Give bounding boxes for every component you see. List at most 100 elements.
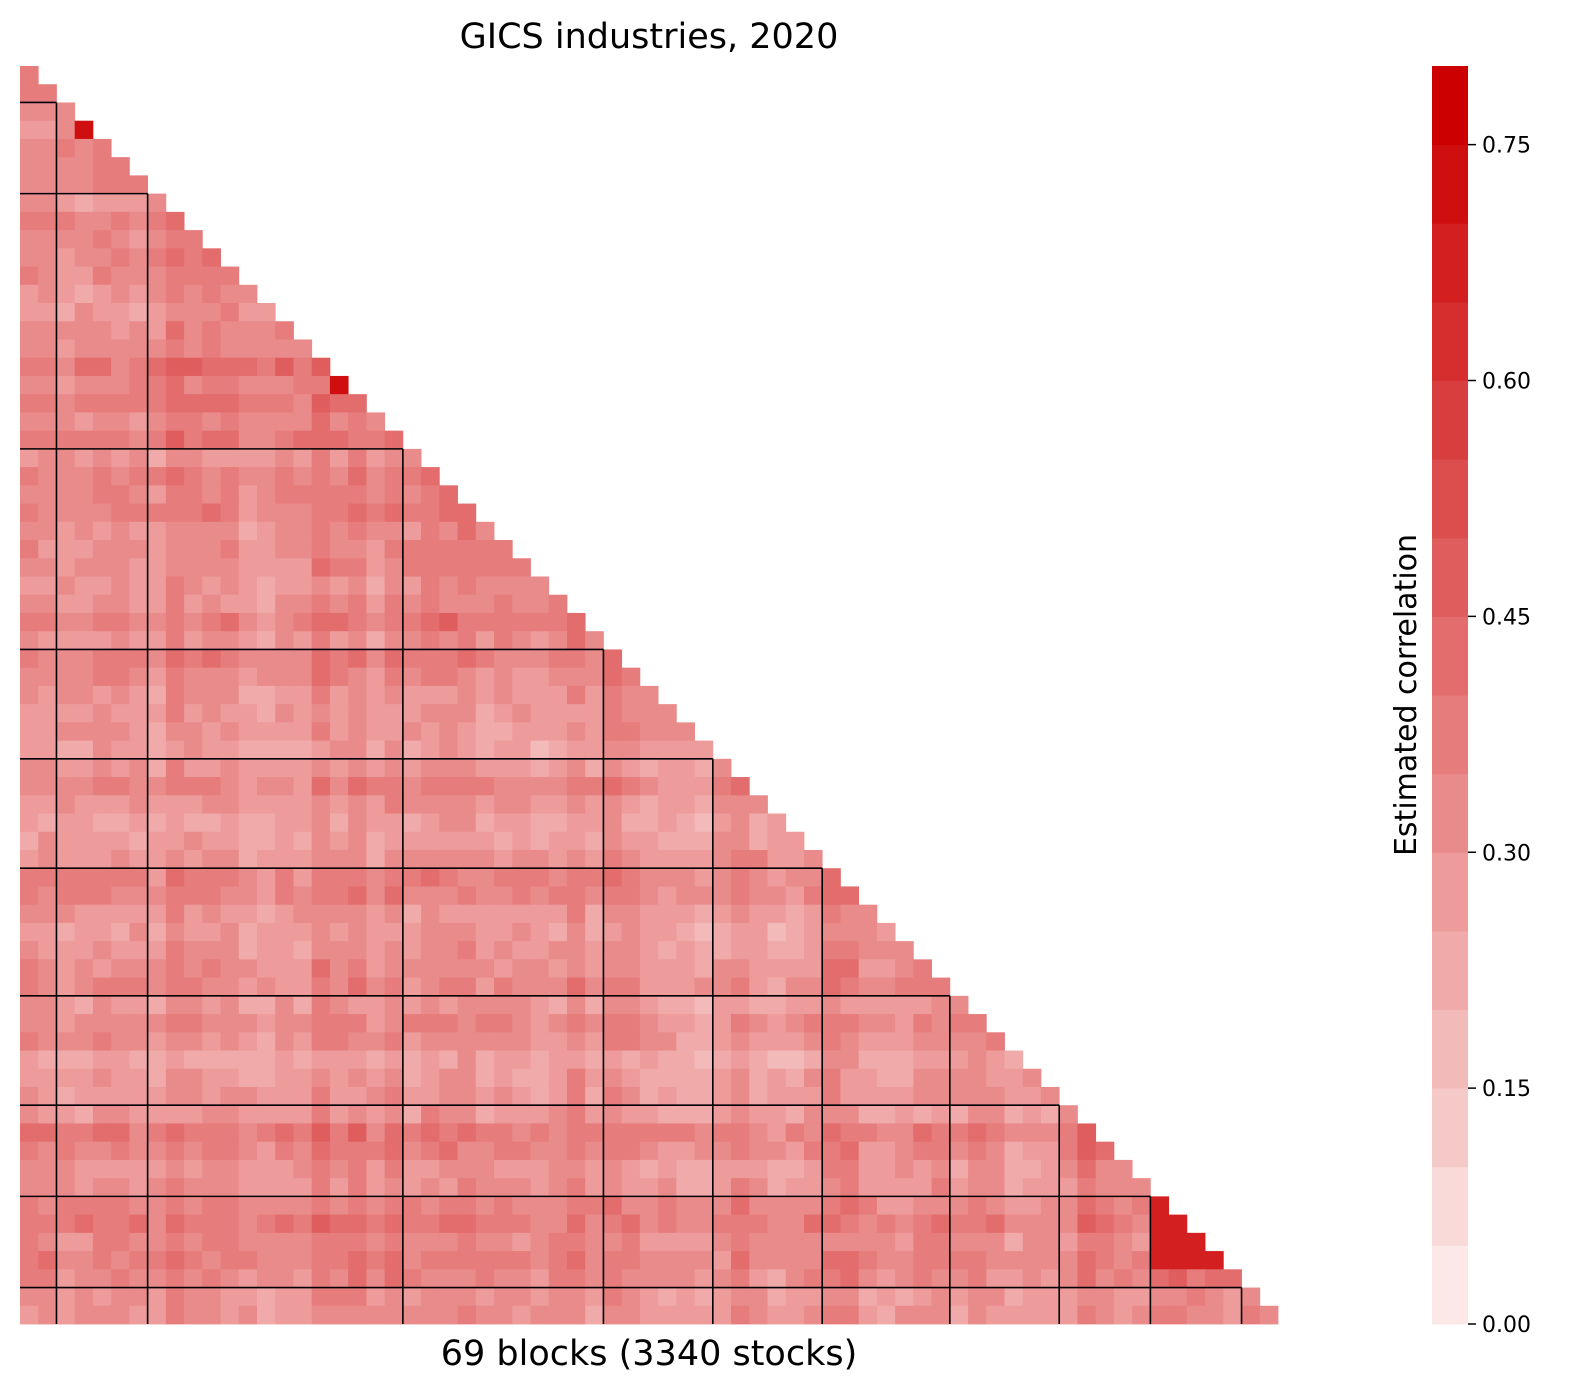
heatmap-cell	[512, 941, 531, 960]
heatmap-cell	[822, 1159, 841, 1179]
heatmap-cell	[968, 1105, 987, 1124]
heatmap-cell	[74, 740, 94, 760]
heatmap-cell	[384, 558, 404, 577]
heatmap-cell	[38, 1086, 57, 1106]
heatmap-cell	[475, 959, 495, 978]
heatmap-cell	[1132, 1196, 1151, 1216]
heatmap-cell	[293, 1251, 313, 1270]
heatmap-cell	[202, 1105, 221, 1124]
heatmap-cell	[822, 1141, 841, 1161]
heatmap-cell	[530, 922, 550, 942]
heatmap-cell	[1004, 1287, 1024, 1307]
heatmap-cell	[785, 922, 805, 942]
heatmap-cell	[92, 1232, 112, 1252]
heatmap-cell	[238, 1141, 258, 1161]
heatmap-cell	[74, 904, 94, 924]
heatmap-cell	[275, 485, 294, 504]
heatmap-cell	[1150, 1232, 1170, 1252]
heatmap-cell	[74, 1251, 94, 1270]
heatmap-cell	[329, 777, 349, 796]
heatmap-cell	[74, 868, 94, 887]
heatmap-cell	[931, 1068, 951, 1088]
heatmap-cell	[676, 941, 695, 960]
heatmap-cell	[366, 1305, 386, 1325]
heatmap-cell	[694, 995, 714, 1015]
heatmap-cell	[694, 959, 714, 978]
heatmap-cell	[457, 1269, 477, 1288]
heatmap-cell	[165, 1178, 185, 1197]
colorbar-ticks: 0.000.150.300.450.600.75	[1468, 134, 1531, 1338]
heatmap-cell	[257, 1232, 276, 1252]
heatmap-cell	[712, 941, 732, 960]
heatmap-cell	[238, 1050, 258, 1070]
heatmap-cell	[74, 576, 94, 596]
heatmap-cell	[712, 1305, 732, 1325]
heatmap-cell	[876, 1232, 896, 1252]
heatmap-cell	[858, 1159, 878, 1179]
heatmap-cell	[986, 1287, 1005, 1307]
heatmap-cell	[129, 576, 149, 596]
heatmap-cell	[220, 740, 240, 760]
heatmap-cell	[56, 904, 76, 924]
heatmap-cell	[202, 1159, 221, 1179]
heatmap-cell	[129, 1159, 149, 1179]
heatmap-cell	[585, 941, 604, 960]
heatmap-cell	[639, 1032, 659, 1051]
heatmap-cell	[293, 448, 313, 468]
heatmap-cell	[439, 777, 458, 796]
heatmap-cell	[129, 758, 149, 778]
heatmap-cell	[986, 1123, 1005, 1143]
heatmap-cell	[421, 995, 440, 1015]
heatmap-cell	[803, 1159, 823, 1179]
heatmap-cell	[74, 157, 94, 176]
heatmap-cell	[585, 1014, 604, 1033]
heatmap-cell	[548, 667, 568, 687]
heatmap-cell	[421, 467, 440, 486]
heatmap-cell	[457, 722, 477, 741]
heatmap-cell	[548, 1086, 568, 1106]
heatmap-cell	[439, 558, 458, 577]
heatmap-cell	[74, 193, 94, 213]
heatmap-cell	[931, 1032, 951, 1051]
heatmap-cell	[858, 1305, 878, 1325]
heatmap-cell	[20, 959, 39, 978]
heatmap-cell	[202, 594, 221, 614]
colorbar-segment	[1432, 852, 1468, 932]
heatmap-cell	[257, 1068, 276, 1088]
heatmap-cell	[566, 1287, 586, 1307]
heatmap-cell	[74, 521, 94, 541]
heatmap-cell	[767, 1251, 787, 1270]
heatmap-cell	[348, 740, 367, 760]
heatmap-cell	[457, 558, 477, 577]
heatmap-cell	[384, 977, 404, 997]
heatmap-cell	[858, 1068, 878, 1088]
heatmap-cell	[639, 722, 659, 741]
heatmap-cell	[803, 959, 823, 978]
heatmap-cell	[366, 959, 386, 978]
heatmap-cell	[165, 740, 185, 760]
heatmap-cell	[712, 758, 732, 778]
heatmap-cell	[931, 1305, 951, 1325]
heatmap-cell	[402, 1032, 422, 1051]
heatmap-cell	[494, 1032, 513, 1051]
heatmap-cell	[147, 612, 167, 632]
heatmap-cell	[475, 813, 495, 833]
heatmap-cell	[785, 995, 805, 1015]
heatmap-cell	[366, 922, 386, 942]
heatmap-cell	[184, 1232, 203, 1252]
heatmap-cell	[457, 1123, 477, 1143]
heatmap-cell	[530, 1141, 550, 1161]
heatmap-cell	[949, 1086, 969, 1106]
heatmap-cell	[402, 977, 422, 997]
heatmap-cell	[621, 941, 641, 960]
heatmap-cell	[165, 758, 185, 778]
heatmap-cell	[585, 1105, 604, 1124]
heatmap-cell	[530, 612, 550, 632]
heatmap-cell	[38, 722, 57, 741]
heatmap-cell	[421, 849, 440, 869]
heatmap-cell	[38, 813, 57, 833]
heatmap-cell	[658, 740, 677, 760]
heatmap-cell	[494, 612, 513, 632]
heatmap-cell	[38, 831, 57, 851]
heatmap-cell	[475, 831, 495, 851]
